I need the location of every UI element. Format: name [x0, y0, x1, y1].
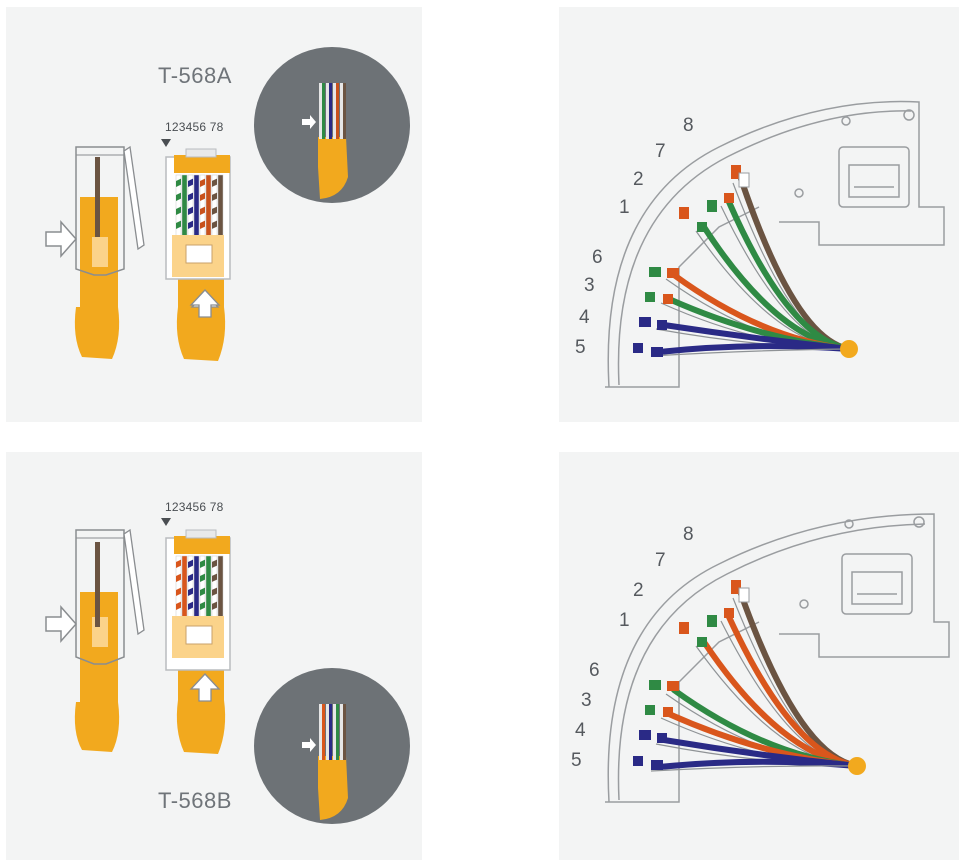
jack-pin-4: 4: [579, 307, 590, 328]
plug-wire-stripe: [188, 192, 193, 201]
jack-pin-1: 1: [619, 610, 630, 631]
jack-wire: [656, 758, 860, 770]
arrow-up-icon: [189, 673, 221, 702]
t568a-jack-illustration: [605, 100, 945, 388]
jack-wire-outline: [650, 765, 858, 772]
plug-wire-stripe: [212, 559, 217, 568]
plug-wire-stripe: [200, 559, 205, 568]
jack-contacts: [633, 580, 750, 770]
cable-end: [840, 340, 858, 358]
jack-pin-1: 1: [619, 197, 630, 218]
t568b-plug-illustration: [45, 518, 410, 824]
plug-wire-stripe: [200, 601, 205, 610]
plug-wire-stripe: [212, 220, 217, 229]
jack-pin-4: 4: [575, 720, 586, 741]
t568b-plug-panel: 123456 78 T-568B: [6, 452, 422, 860]
plug-wire-stripe: [188, 178, 193, 187]
plug-wire-stripe: [176, 220, 181, 229]
plug-wire: [193, 174, 200, 238]
plug-wire-stripe: [200, 573, 205, 582]
jack-pin-5: 5: [571, 750, 582, 771]
t568a-detail-circle: [254, 47, 410, 203]
plug-wire-stripe: [176, 587, 181, 596]
plug-wire: [217, 174, 224, 238]
plug-wire-stripe: [176, 601, 181, 610]
pin-marker-icon: [161, 139, 171, 147]
t568a-plug-illustration: [45, 47, 410, 361]
side-view-plug: [74, 145, 145, 359]
jack-pin-5: 5: [575, 337, 586, 358]
plug-wire-stripe: [200, 206, 205, 215]
plug-wire-stripe: [212, 573, 217, 582]
plug-wire: [205, 174, 212, 238]
t568b-title: T-568B: [158, 788, 232, 813]
plug-wire-stripe: [188, 601, 193, 610]
plug-wire-stripe: [212, 206, 217, 215]
plug-wire: [181, 174, 188, 238]
plug-wire: [181, 555, 188, 619]
plug-wire-stripe: [188, 559, 193, 568]
plug-wire-stripe: [212, 192, 217, 201]
plug-wire-stripe: [188, 220, 193, 229]
plug-wire-stripe: [176, 178, 181, 187]
plug-wire-stripe: [188, 206, 193, 215]
plug-wire-stripe: [212, 601, 217, 610]
arrow-up-icon: [189, 289, 221, 318]
front-view-plug: [165, 148, 231, 361]
plug-wire-stripe: [176, 573, 181, 582]
jack-pin-6: 6: [589, 660, 600, 681]
jack-pin-7: 7: [655, 550, 666, 571]
jack-contacts: [633, 165, 750, 357]
plug-wire-stripe: [200, 178, 205, 187]
jack-pin-7: 7: [655, 141, 666, 162]
t568a-pin-numbers: 123456 78: [165, 120, 224, 134]
plug-wire-stripe: [212, 587, 217, 596]
plug-wire-stripe: [212, 178, 217, 187]
side-view-plug: [74, 528, 145, 752]
pin-marker-icon: [161, 518, 171, 526]
jack-wire-outline: [650, 348, 850, 357]
jack-pin-6: 6: [592, 247, 603, 268]
t568a-title: T-568A: [158, 63, 232, 88]
t568b-jack-panel: 8 7 2 1 6 3 4 5: [559, 452, 959, 860]
jack-pin-2: 2: [633, 580, 644, 601]
plug-wire-stripe: [176, 206, 181, 215]
jack-pin-3: 3: [584, 275, 595, 296]
front-view-plug: [165, 529, 231, 754]
plug-wire: [205, 555, 212, 619]
jack-pin-8: 8: [683, 115, 694, 136]
t568b-detail-circle: [254, 668, 410, 824]
arrow-right-icon: [45, 220, 78, 258]
t568a-plug-panel: T-568A 123456 78: [6, 7, 422, 422]
plug-wire: [217, 555, 224, 619]
plug-wire-stripe: [188, 573, 193, 582]
jack-pin-3: 3: [581, 690, 592, 711]
jack-pin-2: 2: [633, 169, 644, 190]
arrow-right-icon: [45, 605, 78, 643]
t568b-pin-numbers: 123456 78: [165, 500, 224, 514]
plug-wire-stripe: [200, 220, 205, 229]
jack-pin-8: 8: [683, 524, 694, 545]
t568b-jack-illustration: [605, 513, 950, 803]
cable-end: [848, 757, 866, 775]
plug-wire-stripe: [176, 559, 181, 568]
plug-wire: [193, 555, 200, 619]
jack-wire: [656, 343, 852, 355]
t568a-jack-panel: 8 7 2 1 6 3 4 5: [559, 7, 959, 422]
jack-housing: [605, 100, 945, 388]
plug-wire-stripe: [200, 587, 205, 596]
plug-wire-stripe: [176, 192, 181, 201]
plug-wire-stripe: [200, 192, 205, 201]
plug-wire-stripe: [188, 587, 193, 596]
